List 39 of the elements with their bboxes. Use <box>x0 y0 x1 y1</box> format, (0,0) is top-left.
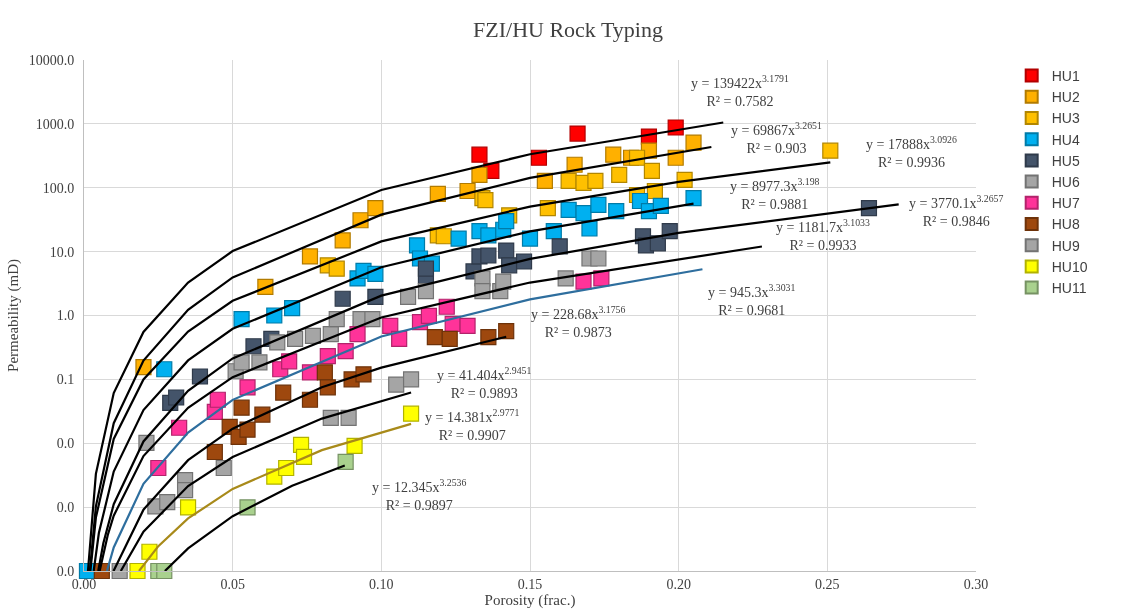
y-tick-label: 100.0 <box>42 180 75 196</box>
y-tick-label: 10.0 <box>49 244 75 260</box>
annotation: y = 228.68x$^{3.1756}$ R² = 0.9873 <box>531 304 626 341</box>
annotation: y = 3770.1x$^{3.2657}$ R² = 0.9846 <box>909 193 1004 230</box>
x-tick-label: 0.00 <box>71 576 97 592</box>
legend-label: HU4 <box>1051 131 1080 148</box>
annotation: y = 945.3x$^{3.3031}$ R² = 0.9681 <box>708 282 796 319</box>
y-tick-label: 0.0 <box>56 436 75 452</box>
chart-title: FZI/HU Rock Typing <box>473 16 663 42</box>
legend-label: HU8 <box>1051 216 1080 233</box>
legend-label: HU3 <box>1051 110 1080 127</box>
y-tick-label: 1000.0 <box>35 116 75 132</box>
legend-label: HU6 <box>1051 174 1080 191</box>
legend-label: HU2 <box>1051 89 1080 106</box>
y-tick-label: 0.0 <box>56 563 75 579</box>
annotation: y = 12.345x$^{3.2536}$ R² = 0.9897 <box>372 477 467 514</box>
annotation: y = 139422x$^{3.1791}$ R² = 0.7582 <box>691 73 789 110</box>
x-axis-title: Porosity (frac.) <box>484 591 576 609</box>
annotation: y = 17888x$^{3.0926}$ R² = 0.9936 <box>866 134 957 171</box>
y-tick-label: 0.1 <box>56 372 75 388</box>
y-axis-title: Permeability (mD) <box>4 259 22 372</box>
legend-label: HU1 <box>1051 68 1080 85</box>
annotation: y = 69867x$^{3.2651}$ R² = 0.903 <box>731 120 822 157</box>
x-tick-label: 0.15 <box>517 576 543 592</box>
x-tick-label: 0.25 <box>815 576 840 592</box>
legend-label: HU11 <box>1051 280 1087 297</box>
annotation: y = 1181.7x$^{3.1033}$ R² = 0.9933 <box>776 217 870 254</box>
y-tick-label: 1.0 <box>56 308 75 324</box>
x-tick-label: 0.05 <box>220 576 245 592</box>
y-tick-label: 0.0 <box>56 500 75 516</box>
legend-label: HU5 <box>1051 152 1080 169</box>
legend-label: HU7 <box>1051 195 1080 212</box>
x-tick-label: 0.10 <box>369 576 394 592</box>
legend-label: HU9 <box>1051 237 1080 254</box>
legend-label: HU10 <box>1051 258 1088 275</box>
x-tick-label: 0.20 <box>666 576 691 592</box>
annotation: y = 14.381x$^{2.9771}$ R² = 0.9907 <box>425 407 520 444</box>
y-tick-label: 10000.0 <box>28 52 75 68</box>
x-tick-label: 0.30 <box>963 576 989 592</box>
